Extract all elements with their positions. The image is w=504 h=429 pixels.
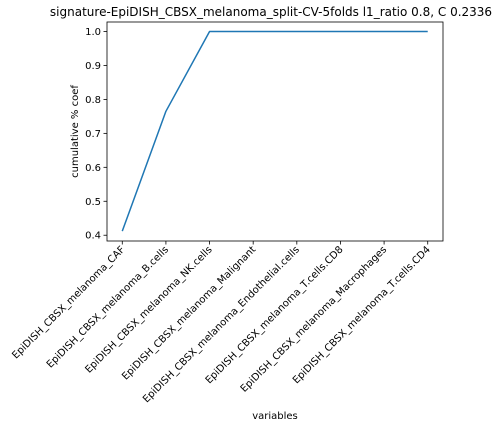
- y-tick-label: 0.7: [85, 129, 101, 140]
- plot-area: [106, 21, 444, 242]
- y-tick-label: 1.0: [85, 27, 101, 38]
- y-tick-label: 0.8: [85, 95, 101, 106]
- y-tick-label: 0.6: [85, 163, 101, 174]
- y-axis: 0.4 0.5 0.6 0.7 0.8 0.9 1.0: [85, 27, 107, 242]
- y-tick-label: 0.4: [85, 231, 101, 242]
- x-axis: EpiDISH_CBSX_melanoma_CAFEpiDISH_CBSX_me…: [10, 241, 433, 405]
- y-tick-label: 0.9: [85, 61, 101, 72]
- y-tick-label: 0.5: [85, 197, 101, 208]
- series-line: [121, 30, 428, 232]
- chart-title: signature-EpiDISH_CBSX_melanoma_split-CV…: [50, 5, 492, 19]
- axes-frame: [106, 21, 444, 242]
- y-axis-label: cumulative % coef: [70, 85, 81, 178]
- x-tick-label: EpiDISH_CBSX_melanoma_Endothelial.cells: [141, 244, 302, 405]
- x-axis-label: variables: [252, 411, 298, 422]
